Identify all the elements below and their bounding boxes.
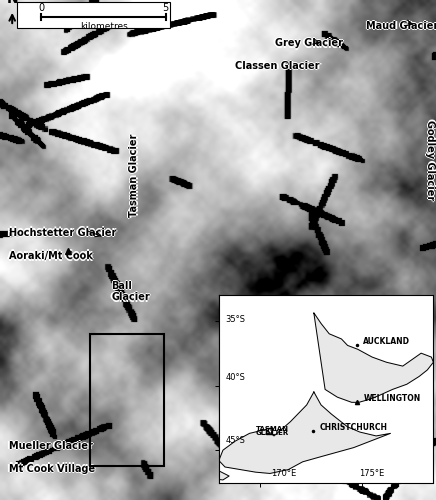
Text: Maud Glacier: Maud Glacier [366,20,436,30]
Text: Ball: Ball [111,280,132,289]
Polygon shape [209,471,229,480]
Text: Glacier: Glacier [111,292,150,302]
Text: 175°E: 175°E [359,469,385,478]
Text: N: N [7,0,18,6]
Text: Ball: Ball [111,282,132,292]
Text: Aoraki/Mt Cook: Aoraki/Mt Cook [7,251,91,261]
Text: Mueller Glacier: Mueller Glacier [9,441,92,451]
Text: Classen Glacier: Classen Glacier [235,62,320,72]
Text: WELLINGTON: WELLINGTON [364,394,421,403]
Text: Grey Glacier: Grey Glacier [273,38,341,48]
Text: 5: 5 [163,3,169,13]
Text: Aoraki/Mt Cook: Aoraki/Mt Cook [10,251,94,261]
Text: 170°E: 170°E [272,469,296,478]
Text: Hochstetter Glacier: Hochstetter Glacier [10,228,117,237]
Text: 40°S: 40°S [225,373,245,382]
Text: Mueller Glacier: Mueller Glacier [9,442,92,452]
Text: Hochstetter Glacier: Hochstetter Glacier [9,228,116,237]
Text: CHRISTCHURCH: CHRISTCHURCH [320,423,388,432]
Text: Mueller Glacier: Mueller Glacier [7,441,91,451]
Text: Mueller Glacier: Mueller Glacier [10,441,94,451]
Text: Classen Glacier: Classen Glacier [235,61,320,71]
Text: Tasman Glacier: Tasman Glacier [129,134,139,216]
Text: Hochstetter Glacier: Hochstetter Glacier [9,229,116,239]
Text: Ball: Ball [112,281,133,291]
Bar [90,334,164,466]
Text: Mt Cook Village: Mt Cook Village [9,464,95,473]
Text: 0: 0 [38,3,44,13]
Text: 35°S: 35°S [225,315,245,324]
Text: Tasman Glacier: Tasman Glacier [131,134,140,216]
Text: Tasman Glacier: Tasman Glacier [129,135,139,218]
Text: Glacier: Glacier [112,292,151,302]
Text: Grey Glacier: Grey Glacier [275,38,343,48]
Text: Maud Glacier: Maud Glacier [368,21,436,31]
Text: TASMAN: TASMAN [255,426,289,432]
Text: Mt Cook Village: Mt Cook Village [10,464,96,473]
Text: Ball: Ball [110,281,131,291]
Text: Grey Glacier: Grey Glacier [276,38,344,48]
Text: Maud Glacier: Maud Glacier [366,21,436,31]
Text: GLACIER: GLACIER [255,430,289,436]
Text: Glacier: Glacier [111,291,150,301]
Text: Aoraki/Mt Cook: Aoraki/Mt Cook [9,252,92,262]
Text: Godley Glacier: Godley Glacier [426,120,436,200]
Text: Classen Glacier: Classen Glacier [234,61,319,71]
Text: Grey Glacier: Grey Glacier [275,40,343,50]
Text: Classen Glacier: Classen Glacier [235,60,320,70]
Text: AUCKLAND: AUCKLAND [363,336,410,345]
Text: Glacier: Glacier [110,292,149,302]
Text: 45°S: 45°S [225,436,245,445]
Text: kilometres: kilometres [80,22,127,31]
Text: Grey Glacier: Grey Glacier [275,37,343,47]
Text: Godley Glacier: Godley Glacier [425,118,435,198]
Text: Maud Glacier: Maud Glacier [366,22,436,32]
Text: Tasman Glacier: Tasman Glacier [129,132,139,215]
Polygon shape [314,313,433,402]
Text: Hochstetter Glacier: Hochstetter Glacier [9,226,116,236]
Text: Mt Cook Village: Mt Cook Village [9,462,95,472]
Text: Godley Glacier: Godley Glacier [425,122,435,202]
Text: Tasman Glacier: Tasman Glacier [128,134,138,216]
Text: Godley Glacier: Godley Glacier [425,120,435,200]
Text: Ball: Ball [111,281,132,291]
Text: Classen Glacier: Classen Glacier [237,61,321,71]
Text: Aoraki/Mt Cook: Aoraki/Mt Cook [9,251,92,261]
Text: Godley Glacier: Godley Glacier [424,120,434,200]
Text: Hochstetter Glacier: Hochstetter Glacier [7,228,115,237]
Text: Glacier: Glacier [111,294,150,304]
Text: Mueller Glacier: Mueller Glacier [9,440,92,450]
Text: Mt Cook Village: Mt Cook Village [7,464,94,473]
Text: Maud Glacier: Maud Glacier [365,21,436,31]
Polygon shape [219,392,391,473]
Text: Mt Cook Village: Mt Cook Village [9,465,95,475]
Text: Aoraki/Mt Cook: Aoraki/Mt Cook [9,250,92,260]
Bar [17,2,170,28]
